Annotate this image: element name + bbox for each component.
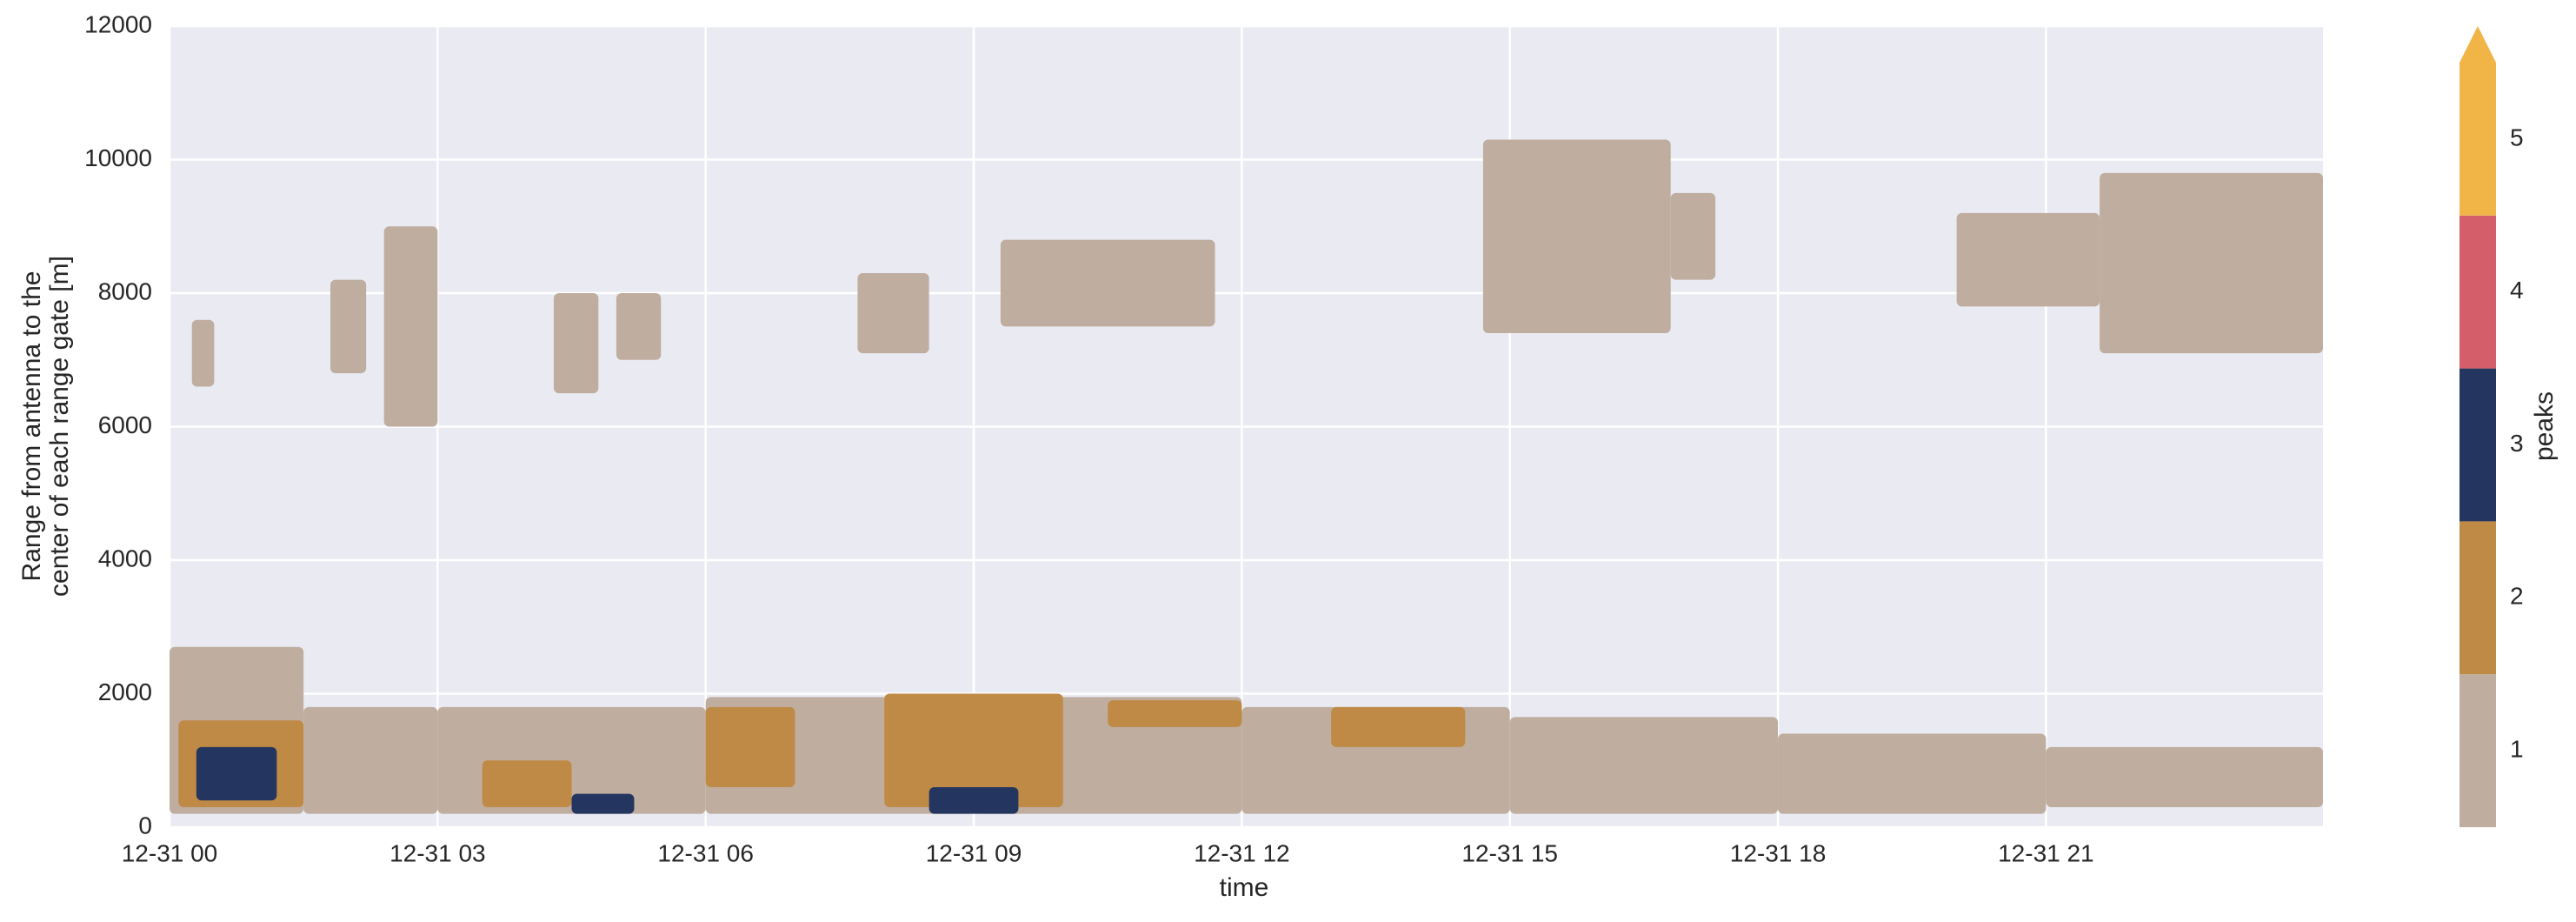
x-axis-label: time — [1220, 873, 1269, 902]
y-tick-label: 2000 — [98, 678, 152, 705]
x-tick-label: 12-31 21 — [1998, 839, 2094, 866]
x-tick-label: 12-31 15 — [1461, 839, 1558, 866]
x-tick-label: 12-31 12 — [1194, 839, 1290, 866]
y-tick-label: 12000 — [84, 10, 152, 37]
y-tick-label: 10000 — [84, 144, 152, 171]
echo-region — [1108, 700, 1242, 727]
echo-region — [1000, 239, 1215, 327]
x-tick-label: 12-31 00 — [122, 839, 218, 866]
echo-region — [571, 793, 635, 814]
colorbar-segment — [2460, 215, 2496, 369]
echo-region — [929, 786, 1019, 814]
colorbar-tick-label: 3 — [2510, 430, 2524, 457]
echo-region — [2046, 746, 2323, 807]
echo-region — [330, 279, 367, 374]
echo-region — [705, 706, 795, 787]
y-tick-label: 6000 — [98, 411, 152, 438]
x-tick-label: 12-31 09 — [926, 839, 1022, 866]
echo-region — [1956, 212, 2100, 307]
echo-region — [857, 272, 929, 354]
echo-region — [482, 760, 572, 807]
echo-region — [1331, 706, 1466, 747]
echo-region — [1482, 139, 1671, 334]
x-tick-label: 12-31 06 — [657, 839, 754, 866]
colorbar-segment — [2460, 674, 2496, 827]
echo-region — [2100, 172, 2323, 354]
y-axis-label: Range from antenna to the — [17, 271, 46, 582]
colorbar-tick-label: 2 — [2510, 583, 2524, 610]
colorbar-segment — [2460, 63, 2496, 216]
colorbar-segment — [2460, 521, 2496, 675]
y-axis-label: center of each range gate [m] — [45, 256, 74, 597]
x-tick-label: 12-31 18 — [1730, 839, 1827, 866]
echo-region — [884, 693, 1063, 807]
y-tick-label: 0 — [138, 812, 152, 838]
colorbar-tick-label: 1 — [2510, 735, 2524, 762]
y-tick-label: 4000 — [98, 545, 152, 571]
x-tick-label: 12-31 03 — [389, 839, 486, 866]
echo-region — [303, 706, 438, 814]
echo-region — [1778, 733, 2047, 814]
echo-region — [616, 293, 662, 360]
colorbar-tick-label: 5 — [2510, 124, 2524, 150]
echo-region — [196, 746, 277, 801]
y-tick-label: 8000 — [98, 277, 152, 304]
colorbar-tick-label: 4 — [2510, 277, 2524, 304]
echo-region — [383, 226, 438, 427]
echo-region — [553, 293, 599, 394]
echo-region — [1509, 717, 1779, 814]
colorbar-label: peaks — [2530, 391, 2559, 461]
echo-region — [1670, 192, 1716, 280]
echo-region — [191, 319, 215, 387]
colorbar-extend — [2460, 26, 2496, 63]
colorbar-segment — [2460, 368, 2496, 522]
